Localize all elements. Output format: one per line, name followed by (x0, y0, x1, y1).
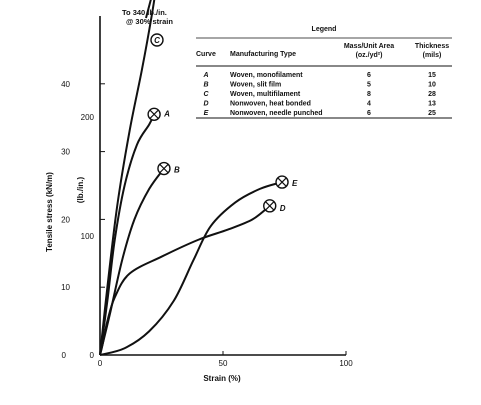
legend-row-type: Woven, multifilament (230, 91, 301, 98)
series-end-marker-cross-B (159, 163, 169, 174)
y-tick-label: 30 (61, 148, 70, 157)
legend-header-thickness-2: (mils) (423, 52, 442, 59)
y-axis-secondary-label: (lb./in.) (76, 177, 85, 204)
legend-row-type: Nonwoven, heat bonded (230, 101, 311, 108)
legend-row-thickness: 28 (428, 91, 436, 98)
legend-row-curve: A (202, 72, 208, 79)
series-end-marker-cross-A (149, 109, 159, 119)
x-tick-label: 100 (339, 359, 353, 368)
tick-labels: 10 20 30 40 0 100 200 0 50 100 0 (61, 80, 353, 368)
series-label-E: E (292, 179, 298, 188)
legend-header-thickness-1: Thickness (415, 43, 449, 50)
series-line-A (99, 113, 156, 356)
series-line-extension-C (145, 0, 152, 19)
x-tick-label: 0 (98, 359, 103, 368)
series-line-E (99, 181, 283, 356)
x-tick-label: 50 (219, 359, 228, 368)
y-secondary-tick-label: 0 (90, 351, 95, 360)
series-end-marker-cross-D (265, 201, 275, 211)
y-tick-label: 20 (61, 215, 70, 224)
y-tick-label: 40 (61, 80, 70, 89)
series-line-C (99, 0, 156, 356)
legend-header-type: Manufacturing Type (230, 51, 296, 58)
legend: Legend Curve Manufacturing Type Mass/Uni… (196, 26, 452, 119)
legend-row-type: Woven, monofilament (230, 72, 303, 79)
legend-row-type: Nonwoven, needle punched (230, 110, 323, 117)
legend-header-curve: Curve (196, 51, 216, 58)
legend-row-thickness: 10 (428, 82, 436, 89)
series-end-marker-C (150, 33, 164, 47)
y-tick-label-zero: 0 (62, 351, 67, 360)
legend-row-mass: 6 (367, 110, 371, 117)
series-label-B: B (174, 166, 180, 175)
legend-row-thickness: 13 (428, 101, 436, 108)
legend-row-curve: E (204, 110, 209, 117)
note-line-1: To 340 lb./in. (122, 8, 167, 17)
legend-title: Legend (312, 26, 337, 33)
note-line-2: @ 30% strain (126, 17, 173, 26)
series-end-marker-cross-E (277, 177, 287, 187)
legend-row-curve: B (203, 82, 208, 89)
legend-row-mass: 6 (367, 72, 371, 79)
y-axis-label: Tensile stress (kN/m) (45, 172, 54, 252)
legend-rows: A Woven, monofilament 6 15 B Woven, slit film… (202, 72, 436, 117)
legend-row-mass: 5 (367, 82, 371, 89)
series-label-C: C (154, 36, 160, 45)
x-axis-label: Strain (%) (203, 374, 241, 383)
legend-row-mass: 4 (367, 101, 371, 108)
legend-row-thickness: 25 (428, 110, 436, 117)
axes (99, 16, 347, 356)
y-tick-label: 10 (61, 283, 70, 292)
legend-row-curve: C (203, 91, 209, 98)
series-label-A: A (163, 109, 170, 118)
y-secondary-tick-label: 200 (81, 113, 95, 122)
legend-header-mass-2: (oz./yd²) (356, 52, 383, 59)
y-secondary-tick-label: 100 (81, 232, 95, 241)
legend-header-mass-1: Mass/Unit Area (344, 43, 394, 50)
legend-row-curve: D (203, 101, 208, 108)
series-line-D (99, 205, 271, 356)
series-label-D: D (280, 204, 286, 213)
legend-row-type: Woven, slit film (230, 82, 281, 89)
legend-row-thickness: 15 (428, 72, 436, 79)
legend-row-mass: 8 (367, 91, 371, 98)
